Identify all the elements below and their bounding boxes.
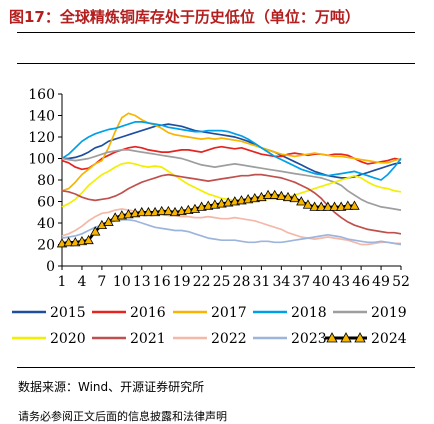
chart-series-lines (56, 112, 402, 248)
series-point-2024 (269, 189, 280, 199)
series-point-2024 (143, 206, 154, 217)
x-tick-label: 46 (352, 274, 370, 290)
y-tick-label: 100 (28, 152, 55, 168)
x-tick-label: 31 (252, 274, 270, 290)
disclaimer-footer: 请务必参阅正文后面的信息披露和法律声明 (18, 410, 227, 423)
legend-marker-2024 (354, 332, 366, 343)
legend-marker-2024 (326, 332, 338, 343)
legend-label-2022: 2022 (211, 331, 247, 347)
series-point-2024 (163, 205, 174, 216)
y-tick-label: 40 (37, 216, 55, 232)
page-title: 图17：全球精炼铜库存处于历史低位（单位：万吨） (9, 8, 360, 26)
x-tick-label: 28 (233, 274, 251, 290)
x-tick-label: 13 (133, 274, 151, 290)
chart-legend: 2015 2016 2017 2018 2019 2020 2021 2022 2023 2024 (12, 305, 407, 347)
series-line-2022 (61, 208, 401, 246)
series-line-2021 (61, 173, 402, 235)
legend-label-2017: 2017 (211, 305, 247, 321)
series-point-2024 (322, 201, 334, 211)
x-tick-label: 22 (193, 274, 211, 290)
series-line-2018 (61, 121, 402, 181)
x-tick-label: 37 (292, 274, 310, 290)
legend-label-2016: 2016 (130, 305, 166, 321)
x-tick-label: 7 (97, 274, 106, 290)
series-point-2024 (156, 205, 167, 216)
x-tick-label: 49 (372, 274, 390, 290)
chart-bottom-rule (17, 367, 415, 368)
x-tick-label: 40 (312, 274, 330, 290)
x-tick-label: 1 (58, 274, 67, 290)
series-point-2024 (296, 196, 307, 206)
source-note: 数据来源：Wind、开源证券研究所 (18, 380, 205, 394)
series-point-2024 (276, 190, 287, 201)
legend-label-2019: 2019 (371, 305, 407, 321)
legend-label-2018: 2018 (291, 305, 327, 321)
legend-label-2020: 2020 (50, 331, 86, 347)
x-tick-label: 25 (213, 274, 231, 290)
x-tick-label: 34 (272, 274, 290, 290)
y-tick-label: 80 (37, 173, 55, 189)
series-point-2024 (262, 189, 274, 199)
legend-label-2015: 2015 (50, 305, 86, 321)
series-point-2024 (136, 206, 147, 217)
series-line-2020 (61, 161, 402, 208)
series-point-2024 (329, 201, 340, 211)
legend-marker-2024 (340, 332, 352, 343)
series-point-2024 (289, 192, 300, 203)
series-point-2024 (90, 226, 101, 236)
series-point-2024 (63, 237, 74, 247)
y-tick-label: 140 (28, 109, 55, 125)
x-tick-label: 16 (153, 274, 171, 290)
series-point-2024 (316, 201, 327, 211)
series-point-2024 (302, 199, 314, 209)
series-point-2024 (342, 200, 354, 210)
series-line-2019 (61, 149, 402, 211)
x-tick-label: 43 (332, 274, 350, 290)
chart-top-rule (17, 63, 415, 64)
y-tick-label: 20 (37, 238, 55, 254)
legend-label-2023: 2023 (291, 331, 327, 347)
chart: 0 20 40 60 80 100 120 140 160 1 4 7 10 13 16 19 22 25 28 31… (12, 87, 410, 347)
title-underline (17, 32, 415, 33)
x-tick-label: 4 (77, 274, 86, 290)
series-line-2015 (62, 123, 402, 179)
y-tick-label: 60 (37, 195, 55, 211)
legend-label-2024: 2024 (371, 331, 407, 347)
y-tick-label: 0 (46, 259, 55, 275)
chart-axes: 0 20 40 60 80 100 120 140 160 1 4 7 10 13 16 19 22 25 28 31… (28, 87, 410, 290)
x-tick-label: 52 (392, 274, 410, 290)
series-point-2024 (349, 200, 360, 210)
y-tick-label: 120 (28, 130, 55, 146)
series-point-2024 (282, 191, 294, 202)
series-point-2024 (83, 234, 94, 245)
x-tick-label: 19 (173, 274, 191, 290)
y-tick-label: 160 (28, 87, 55, 103)
x-tick-label: 10 (113, 274, 131, 290)
series-line-2017 (61, 112, 402, 192)
series-point-2024 (309, 201, 320, 211)
legend-label-2021: 2021 (130, 331, 166, 347)
